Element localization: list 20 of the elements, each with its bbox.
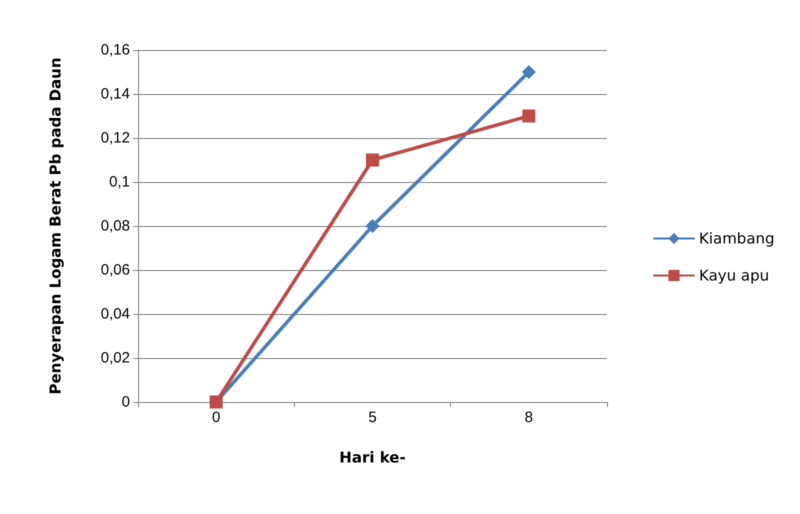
legend-label: Kiambang bbox=[699, 230, 775, 248]
y-tick-label: 0,16 bbox=[100, 42, 130, 58]
y-tick-label: 0,08 bbox=[100, 218, 130, 234]
y-tick-label: 0 bbox=[122, 394, 130, 410]
legend-label: Kayu apu bbox=[699, 266, 770, 284]
point bbox=[366, 154, 379, 166]
y-tick-label: 0,02 bbox=[100, 350, 130, 366]
y-tick-label: 0,06 bbox=[100, 262, 130, 278]
x-axis-title: Hari ke- bbox=[339, 448, 406, 466]
point bbox=[522, 65, 536, 79]
y-tick-label: 0,1 bbox=[109, 174, 130, 190]
y-axis-title: Penyerapan Logam Berat Pb pada Daun bbox=[46, 58, 64, 394]
y-tick-label: 0,04 bbox=[100, 306, 130, 322]
x-tick-label: 0 bbox=[212, 409, 220, 426]
point bbox=[366, 219, 380, 233]
y-tick-label: 0,14 bbox=[100, 86, 130, 102]
x-tick-label: 5 bbox=[368, 409, 377, 426]
y-tick-label: 0,12 bbox=[100, 130, 130, 146]
x-tick-label: 8 bbox=[524, 409, 534, 426]
point bbox=[522, 110, 536, 122]
